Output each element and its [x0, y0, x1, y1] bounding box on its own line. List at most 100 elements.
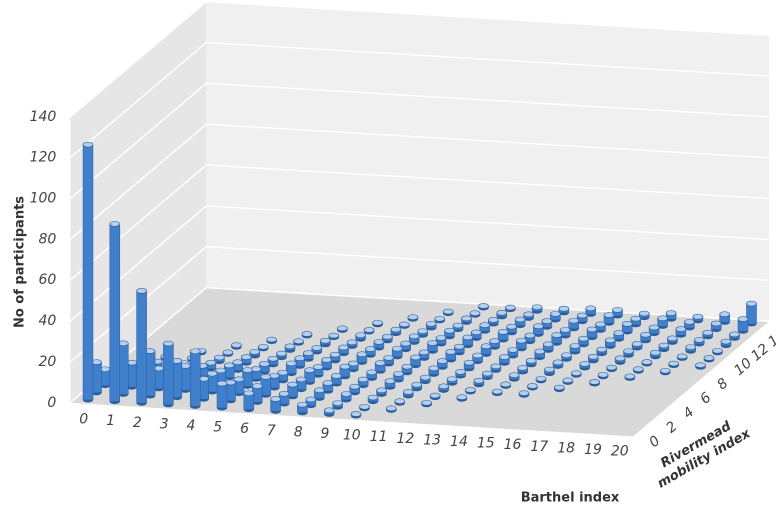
bar-top	[322, 380, 334, 386]
z-tick-label: 6	[697, 390, 714, 408]
bar-top	[434, 315, 446, 322]
bar	[240, 354, 252, 366]
bar-top	[500, 381, 512, 388]
bar	[552, 359, 564, 369]
bar-top	[231, 342, 242, 348]
bar-top	[321, 357, 332, 363]
bar-top	[445, 349, 457, 355]
bar	[623, 348, 634, 358]
bar-top	[340, 391, 352, 397]
bar-top	[452, 322, 464, 329]
bar-top	[623, 348, 634, 354]
bar-top	[470, 329, 482, 336]
bar-top	[482, 370, 493, 377]
bar	[463, 359, 475, 372]
bar	[438, 383, 449, 393]
bar-top	[480, 343, 492, 350]
bar	[332, 400, 344, 410]
bar	[319, 337, 331, 348]
bar	[518, 390, 530, 398]
bar	[322, 380, 334, 394]
bar-top	[570, 370, 582, 376]
bar-top	[425, 321, 437, 327]
bar-body	[136, 290, 147, 404]
bar	[328, 332, 340, 341]
bar	[410, 354, 421, 369]
bar-top	[419, 374, 431, 381]
y-tick-label: 120	[30, 150, 57, 166]
bar	[648, 324, 660, 337]
bar-top	[491, 388, 503, 395]
bar-top	[550, 311, 561, 317]
bar	[712, 347, 723, 356]
bar-top	[444, 327, 455, 334]
bar-top	[693, 337, 705, 343]
bar	[144, 348, 156, 399]
bar-top	[305, 396, 317, 403]
bar-top	[648, 324, 660, 331]
bar-top	[260, 374, 272, 380]
x-tick-label: 19	[584, 442, 602, 458]
bar-top	[346, 339, 358, 346]
bar	[266, 336, 278, 345]
bar-top	[314, 387, 325, 394]
bar	[243, 390, 255, 413]
bar-top	[596, 346, 608, 353]
bar-top	[391, 345, 403, 352]
bar-top	[411, 381, 423, 388]
bar-top	[455, 369, 466, 375]
bar-top	[390, 326, 402, 333]
bar-top	[614, 355, 626, 362]
bar-top	[542, 341, 554, 348]
bar	[429, 392, 441, 401]
bar	[668, 360, 680, 369]
x-tick-label: 14	[450, 434, 468, 450]
bar-top	[638, 310, 650, 317]
bar-top	[552, 359, 564, 366]
bar-top	[692, 313, 704, 320]
y-tick-label: 100	[30, 191, 57, 207]
bar	[558, 305, 570, 316]
bar	[487, 317, 499, 327]
bar-top	[578, 335, 589, 342]
bar-top	[579, 361, 591, 367]
bar	[612, 307, 623, 319]
bar	[417, 328, 429, 338]
bar-top	[394, 398, 406, 404]
bar	[390, 326, 402, 337]
bar-top	[462, 334, 474, 341]
bar-top	[417, 328, 429, 334]
bar	[470, 329, 482, 341]
bar-top	[338, 344, 349, 351]
bar	[216, 380, 228, 411]
bar-top	[339, 363, 351, 370]
bar	[650, 349, 661, 360]
bar	[665, 310, 677, 322]
bar-body	[189, 350, 201, 407]
bar-top	[659, 367, 671, 374]
bar-top	[294, 355, 306, 362]
bar-top	[109, 221, 121, 227]
bar	[206, 370, 218, 395]
bar	[384, 378, 396, 390]
bar	[270, 396, 281, 414]
bar	[719, 311, 731, 325]
bar-top	[518, 390, 530, 396]
bar-top	[301, 331, 313, 337]
bar	[304, 367, 315, 385]
bar	[408, 333, 420, 345]
bar	[357, 376, 369, 389]
x-tick-label: 12	[396, 431, 414, 447]
bar-top	[576, 312, 588, 319]
bar-top	[319, 337, 331, 344]
y-tick-label: 20	[39, 354, 57, 370]
bar-top	[497, 329, 509, 335]
bar-top	[410, 354, 421, 361]
bar	[359, 403, 370, 412]
bar	[497, 329, 509, 343]
bar-top	[287, 381, 298, 388]
bar-top	[710, 320, 722, 327]
bar	[453, 343, 465, 356]
bar	[491, 388, 503, 397]
bar	[242, 367, 253, 389]
